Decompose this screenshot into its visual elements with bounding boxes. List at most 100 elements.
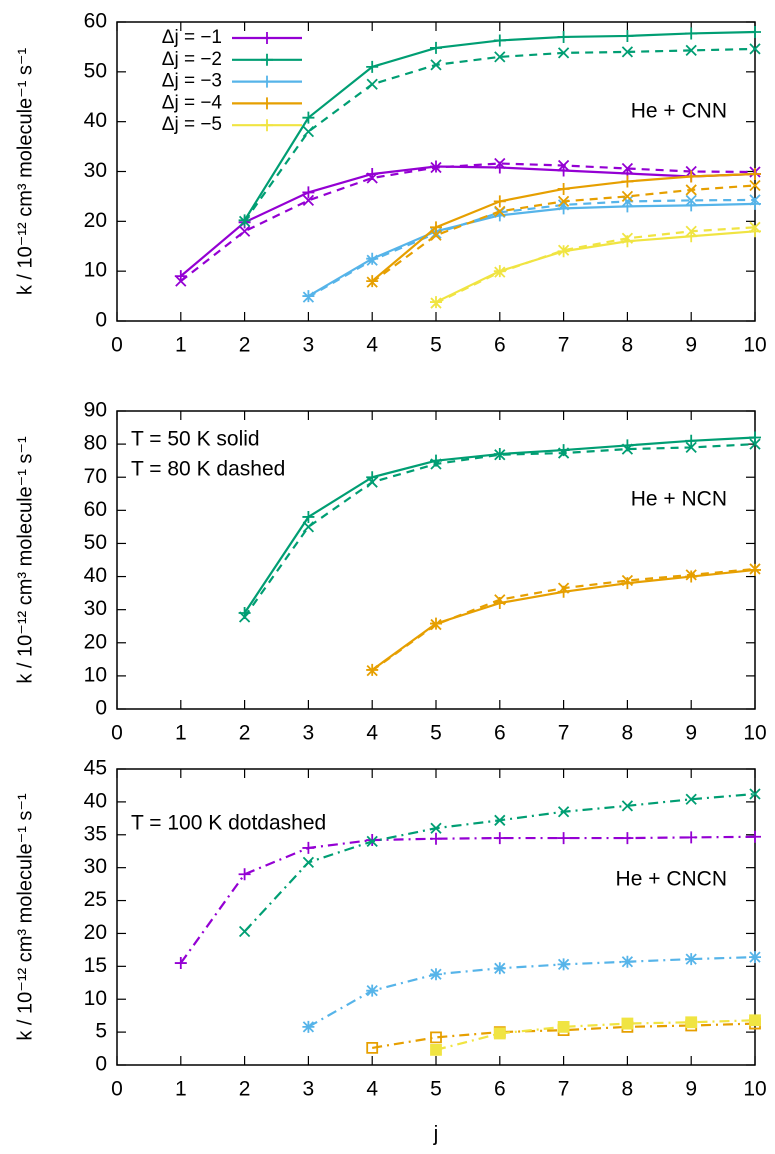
series-line — [307, 956, 756, 1028]
data-point — [494, 157, 506, 170]
data-point — [238, 215, 251, 227]
series-line — [243, 443, 756, 618]
annotation: He + NCN — [631, 488, 727, 511]
data-point — [366, 172, 378, 184]
y-tick-label: 20 — [84, 630, 107, 653]
data-point — [238, 225, 251, 237]
data-point — [430, 161, 442, 174]
x-tick-label: 3 — [303, 334, 315, 357]
x-tick-label: 3 — [303, 1078, 315, 1101]
data-point — [366, 276, 378, 288]
x-tick-label: 8 — [622, 722, 634, 745]
x-tick-label: 4 — [366, 722, 378, 745]
annotation: He + CNN — [631, 100, 727, 123]
x-tick-label: 5 — [430, 334, 442, 357]
y-tick-label: 20 — [84, 921, 107, 944]
legend-marker — [261, 97, 273, 110]
x-tick-label: 9 — [685, 722, 697, 745]
annotation: He + CNCN — [616, 868, 727, 891]
y-tick-label: 0 — [95, 697, 107, 720]
y-tick-label: 60 — [84, 498, 107, 521]
data-point — [557, 582, 570, 594]
series-line — [307, 198, 756, 299]
data-point — [302, 111, 315, 124]
data-point — [430, 221, 442, 234]
data-point — [175, 275, 187, 287]
data-point — [174, 957, 187, 970]
data-point — [557, 30, 570, 43]
data-point — [493, 962, 506, 975]
data-point — [302, 521, 315, 533]
series-line — [243, 47, 756, 222]
annotation: T = 80 K dashed — [131, 458, 285, 481]
y-tick-label: 35 — [84, 822, 107, 845]
legend-label: Δj = −2 — [162, 49, 222, 70]
data-point — [749, 788, 761, 800]
y-tick-label: 90 — [84, 399, 107, 422]
data-point — [621, 162, 634, 175]
data-point — [366, 78, 378, 90]
data-point — [430, 229, 442, 241]
data-point — [494, 205, 506, 218]
legend-label: Δj = −3 — [162, 71, 222, 92]
x-tick-label: 2 — [239, 334, 251, 357]
x-tick-label: 10 — [743, 1078, 766, 1101]
y-tick-label: 30 — [84, 597, 107, 620]
data-point — [685, 793, 697, 805]
data-point — [430, 832, 442, 845]
data-point — [494, 51, 506, 63]
data-point — [685, 569, 697, 581]
x-tick-label: 8 — [622, 334, 634, 357]
data-point — [493, 34, 506, 47]
y-tick-label: 45 — [84, 757, 107, 780]
x-tick-label: 5 — [430, 1078, 442, 1101]
data-point — [685, 1016, 698, 1029]
data-point — [302, 291, 315, 303]
data-point — [366, 834, 379, 847]
y-tick-label: 40 — [84, 789, 107, 812]
x-tick-label: 8 — [622, 1078, 634, 1101]
data-point — [238, 611, 251, 623]
data-point — [430, 1031, 442, 1044]
series-line — [180, 165, 756, 277]
x-tick-label: 2 — [239, 722, 251, 745]
y-axis-label: k / 10⁻¹² cm³ molecule⁻¹ s⁻¹ — [14, 793, 36, 1041]
data-point — [302, 510, 315, 523]
x-tick-label: 9 — [685, 334, 697, 357]
y-axis-label: k / 10⁻¹² cm³ molecule⁻¹ s⁻¹ — [14, 436, 36, 684]
data-point — [430, 297, 442, 309]
data-point — [302, 186, 315, 199]
data-point — [621, 46, 634, 58]
y-tick-label: 10 — [84, 259, 107, 282]
x-tick-label: 0 — [111, 1078, 123, 1101]
data-point — [494, 266, 506, 278]
data-point — [430, 1043, 442, 1056]
data-point — [685, 434, 698, 447]
x-tick-label: 1 — [175, 1078, 187, 1101]
legend-label: Δj = −1 — [162, 27, 222, 48]
data-point — [557, 447, 570, 459]
x-tick-label: 7 — [558, 334, 570, 357]
data-point — [685, 194, 697, 207]
y-tick-label: 10 — [84, 663, 107, 686]
data-point — [621, 955, 634, 968]
data-point — [749, 43, 761, 55]
series-line — [179, 835, 756, 964]
data-point — [493, 1027, 506, 1040]
y-tick-label: 30 — [84, 855, 107, 878]
x-tick-label: 4 — [366, 334, 378, 357]
data-point — [621, 175, 634, 188]
series-line — [307, 202, 756, 298]
data-point — [302, 125, 315, 138]
data-point — [366, 476, 378, 488]
data-point — [621, 29, 634, 42]
data-point — [493, 195, 506, 208]
x-tick-label: 2 — [239, 1078, 251, 1101]
data-point — [557, 832, 570, 845]
data-point — [621, 574, 634, 587]
legend-marker — [261, 53, 273, 66]
y-tick-label: 25 — [84, 888, 107, 911]
data-point — [749, 1014, 761, 1027]
data-point — [749, 431, 761, 444]
